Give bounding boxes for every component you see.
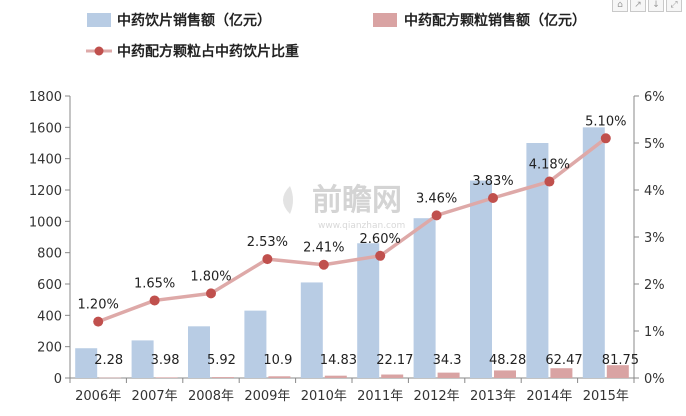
bar-series-1: [470, 180, 492, 378]
data-label-series-3: 4.18%: [529, 158, 570, 173]
line-point-series-3: [149, 295, 160, 306]
x-tick-label: 2015年: [583, 389, 629, 404]
download-icon[interactable]: ↓: [648, 0, 664, 12]
x-tick-label: 2013年: [470, 389, 516, 404]
x-tick-label: 2011年: [357, 389, 403, 404]
expand-icon[interactable]: ↗: [630, 0, 646, 12]
bar-series-2: [550, 368, 573, 378]
y-left-tick-label: 400: [37, 309, 62, 324]
y-right-tick-label: 1%: [644, 325, 665, 340]
watermark: 前瞻网 www.qianzhan.com: [283, 183, 405, 231]
line-series: [93, 133, 611, 327]
bar-series-2: [437, 372, 460, 378]
data-label-series-3: 3.83%: [472, 174, 513, 189]
data-label-series-3: 2.60%: [360, 232, 401, 247]
bar-series-1: [300, 282, 323, 378]
line-point-series-3: [375, 250, 386, 261]
bar-series-2: [381, 374, 404, 378]
x-tick-label: 2012年: [414, 389, 460, 404]
y-right-tick-label: 3%: [644, 231, 665, 246]
legend: 中药饮片销售额（亿元） 中药配方颗粒销售额（亿元） 中药配方颗粒占中药饮片比重: [86, 12, 586, 60]
line-point-series-3: [600, 133, 611, 144]
fullscreen-icon[interactable]: ⤢: [666, 0, 682, 12]
bar-series-2: [268, 376, 291, 378]
data-label-series-2: 5.92: [207, 353, 236, 368]
bar-series-1: [244, 310, 267, 378]
line-path-series-3: [97, 136, 607, 324]
y-left-tick-label: 600: [37, 278, 62, 293]
bar-series-1: [131, 340, 154, 378]
bars-series-2: [99, 365, 629, 379]
data-label-series-3: 1.80%: [190, 269, 231, 284]
bar-series-1: [582, 127, 605, 378]
data-label-series-2: 22.17: [376, 353, 413, 368]
data-label-series-2: 10.9: [263, 353, 292, 368]
data-label-series-3: 3.46%: [416, 191, 457, 206]
y-left-tick-label: 1800: [29, 90, 62, 105]
line-point-series-3: [262, 254, 273, 265]
bar-series-1: [413, 218, 436, 378]
y-left-tick-label: 1000: [29, 215, 62, 230]
axes: 0 200 400 600 800 1000 1200 1400 1600 1800 0% 1% 2% 3…: [29, 90, 665, 404]
data-label-series-3: 2.53%: [247, 235, 288, 250]
x-tick-label: 2006年: [75, 389, 121, 404]
legend-label-series-2: 中药配方颗粒销售额（亿元）: [404, 12, 586, 29]
legend-label-series-1: 中药饮片销售额（亿元）: [117, 12, 271, 29]
bar-series-2: [155, 377, 178, 378]
bar-series-2: [324, 375, 347, 378]
line-point-series-3: [206, 288, 216, 299]
data-label-series-2: 34.3: [433, 353, 462, 368]
data-labels: 2.28 3.98 5.92 10.9 14.83 22.17 34.3 48.28 62.47…: [78, 114, 639, 368]
watermark-url: www.qianzhan.com: [318, 221, 405, 231]
data-label-series-3: 2.41%: [303, 241, 344, 256]
y-left-tick-label: 800: [37, 247, 62, 262]
bar-series-2: [606, 365, 629, 378]
data-label-series-2: 48.28: [489, 353, 526, 368]
line-point-series-3: [93, 316, 104, 327]
watermark-logo-icon: [283, 186, 293, 214]
bar-series-1: [188, 326, 210, 378]
x-tick-label: 2007年: [132, 389, 178, 404]
line-point-series-3: [431, 210, 442, 221]
x-tick-label: 2009年: [244, 389, 290, 404]
data-label-series-3: 5.10%: [585, 114, 626, 129]
line-point-series-3: [544, 176, 555, 187]
y-right-tick-label: 5%: [644, 137, 665, 152]
line-point-series-3: [318, 259, 329, 270]
data-label-series-3: 1.65%: [134, 276, 175, 291]
legend-swatch-series-2: [373, 13, 397, 27]
data-label-series-2: 14.83: [320, 353, 357, 368]
x-tick-label: 2010年: [301, 389, 347, 404]
bar-series-1: [75, 348, 98, 378]
bar-series-1: [357, 243, 380, 378]
data-label-series-3: 1.20%: [78, 298, 119, 313]
y-right-tick-label: 2%: [644, 278, 665, 293]
bar-series-1: [526, 143, 549, 378]
bars-series-1: [75, 127, 605, 378]
share-icon[interactable]: ⌂: [612, 0, 628, 12]
legend-label-series-3: 中药配方颗粒占中药饮片比重: [117, 43, 299, 60]
y-left-tick-label: 1200: [29, 184, 62, 199]
y-right-tick-label: 0%: [644, 372, 665, 387]
x-tick-label: 2008年: [188, 389, 234, 404]
legend-marker-series-3: [94, 46, 104, 56]
bar-series-2: [494, 370, 516, 378]
line-point-series-3: [488, 192, 498, 203]
y-left-tick-label: 200: [37, 341, 62, 356]
y-right-tick-label: 6%: [644, 90, 665, 105]
y-left-tick-label: 1600: [29, 121, 62, 136]
y-left-tick-label: 1400: [29, 153, 62, 168]
data-label-series-2: 2.28: [94, 353, 123, 368]
data-label-series-2: 3.98: [151, 353, 180, 368]
watermark-text: 前瞻网: [312, 183, 402, 218]
data-label-series-2: 81.75: [602, 353, 639, 368]
x-tick-label: 2014年: [526, 389, 572, 404]
y-right-tick-label: 4%: [644, 184, 665, 199]
data-label-series-2: 62.47: [545, 353, 582, 368]
legend-swatch-series-1: [87, 13, 111, 27]
bar-series-2: [99, 377, 122, 379]
bar-series-2: [212, 377, 234, 378]
y-left-tick-label: 0: [54, 372, 62, 387]
